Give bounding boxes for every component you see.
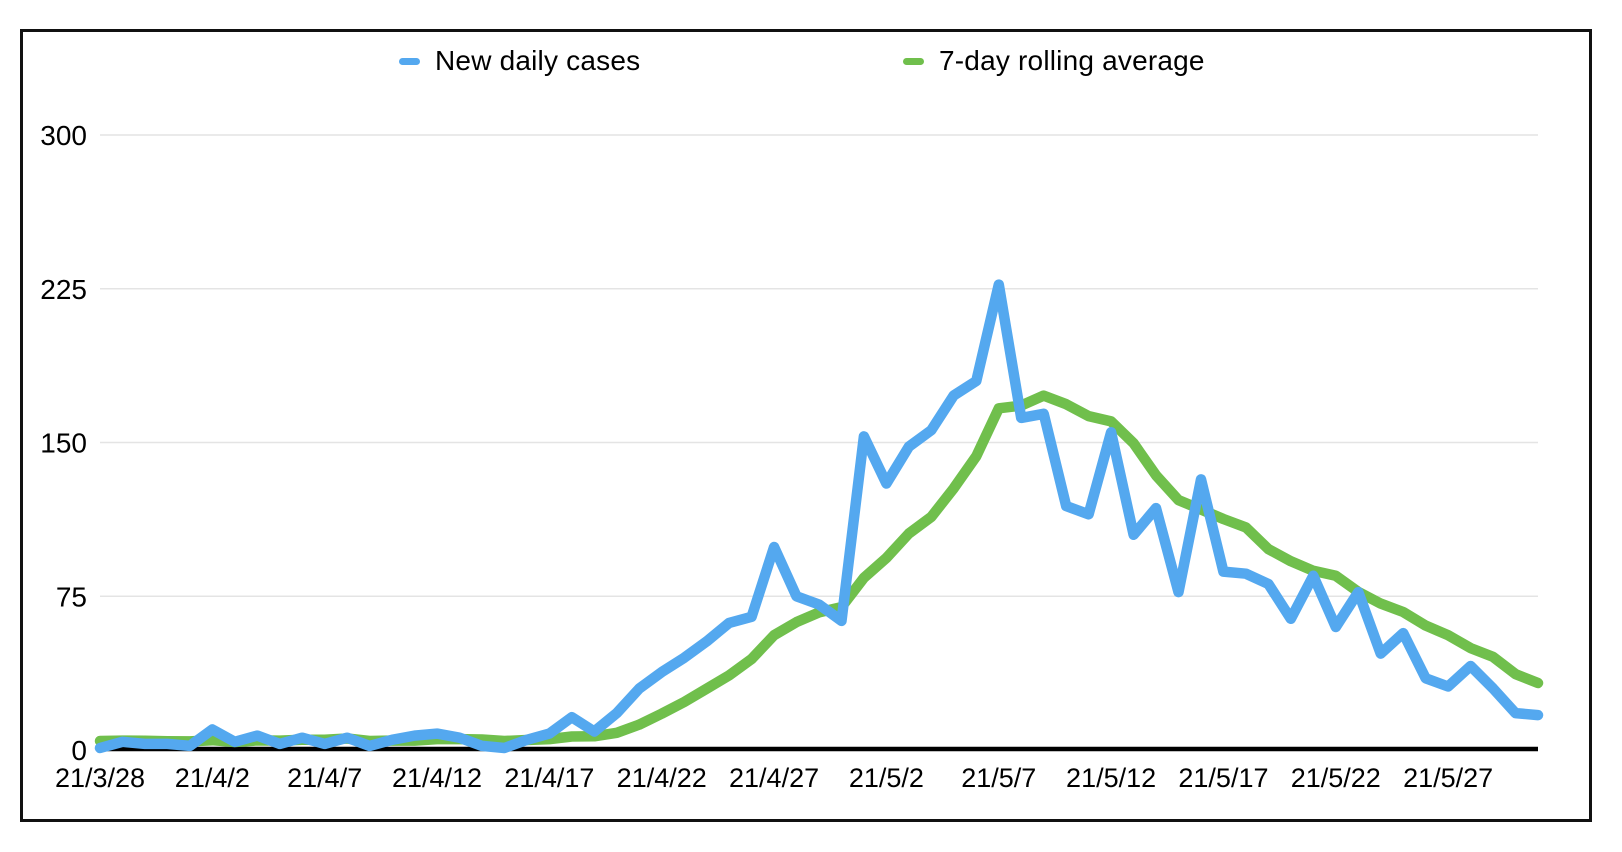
legend-label-new-daily-cases: New daily cases (435, 45, 641, 76)
legend-dash-7-day-rolling-average-icon (903, 57, 924, 65)
legend-dash-new-daily-cases-icon (399, 57, 420, 65)
x-axis-tick-label: 21/4/22 (617, 763, 707, 793)
series-line-new-daily-cases (94, 279, 1544, 754)
chart-frame (20, 29, 1592, 822)
x-axis-tick-label: 21/4/7 (287, 763, 362, 793)
x-axis-tick-label: 21/4/27 (729, 763, 819, 793)
y-axis-tick-label: 225 (40, 274, 87, 305)
y-axis-tick-label: 0 (71, 735, 87, 766)
x-axis-tick-label: 21/5/2 (849, 763, 924, 793)
y-axis-tick-label: 75 (56, 581, 87, 612)
x-axis-tick-label: 21/5/17 (1178, 763, 1268, 793)
x-axis-tick-label: 21/4/2 (175, 763, 250, 793)
y-axis-tick-label: 300 (40, 120, 87, 151)
x-axis-tick-label: 21/5/22 (1291, 763, 1381, 793)
x-axis-tick-label: 21/5/7 (961, 763, 1036, 793)
x-axis-tick-label: 21/4/17 (504, 763, 594, 793)
legend-label-7-day-rolling-average: 7-day rolling average (939, 45, 1205, 76)
y-axis-tick-label: 150 (40, 428, 87, 459)
x-axis-tick-label: 21/4/12 (392, 763, 482, 793)
x-axis-tick-label: 21/5/12 (1066, 763, 1156, 793)
series-line-7-day-rolling-average (94, 390, 1544, 748)
x-axis-tick-label: 21/5/27 (1403, 763, 1493, 793)
legend-item-new-daily-cases: New daily cases (399, 45, 641, 76)
chart-legend: New daily cases 7-day rolling average (0, 45, 1622, 76)
legend-item-7-day-rolling-average: 7-day rolling average (903, 45, 1205, 76)
x-axis-tick-label: 21/3/28 (55, 763, 145, 793)
